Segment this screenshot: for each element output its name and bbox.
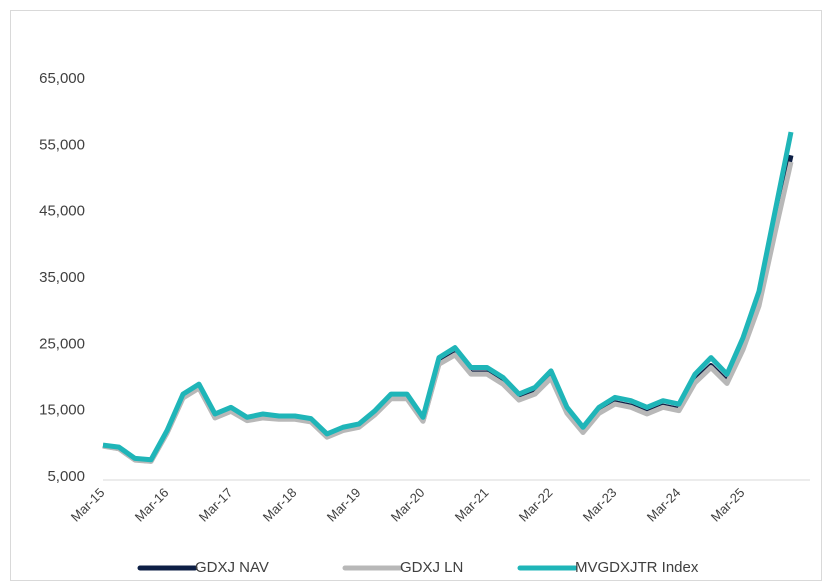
x-tick-label: Mar-20 bbox=[388, 485, 428, 525]
x-tick-label: Mar-17 bbox=[196, 485, 236, 525]
chart-frame bbox=[10, 10, 822, 581]
y-tick-label: 5,000 bbox=[47, 468, 85, 485]
legend-label: GDXJ NAV bbox=[195, 559, 269, 576]
series-line bbox=[102, 161, 794, 464]
x-tick-label: Mar-21 bbox=[452, 485, 492, 525]
x-tick-label: Mar-23 bbox=[580, 485, 620, 525]
series-line bbox=[102, 131, 794, 463]
legend-label: GDXJ LN bbox=[400, 559, 463, 576]
x-tick-label: Mar-16 bbox=[132, 485, 172, 525]
x-tick-label: Mar-15 bbox=[68, 485, 108, 525]
series-line bbox=[102, 154, 794, 464]
x-tick-label: Mar-19 bbox=[324, 485, 364, 525]
y-tick-label: 45,000 bbox=[39, 203, 85, 220]
x-tick-label: Mar-22 bbox=[516, 485, 556, 525]
y-tick-label: 15,000 bbox=[39, 402, 85, 419]
x-tick-label: Mar-18 bbox=[260, 485, 300, 525]
legend-label: MVGDXJTR Index bbox=[575, 559, 699, 576]
y-tick-label: 35,000 bbox=[39, 269, 85, 286]
x-tick-label: Mar-24 bbox=[644, 485, 684, 525]
y-tick-label: 55,000 bbox=[39, 136, 85, 153]
y-tick-label: 25,000 bbox=[39, 335, 85, 352]
y-tick-label: 65,000 bbox=[39, 70, 85, 87]
x-tick-label: Mar-25 bbox=[708, 485, 748, 525]
